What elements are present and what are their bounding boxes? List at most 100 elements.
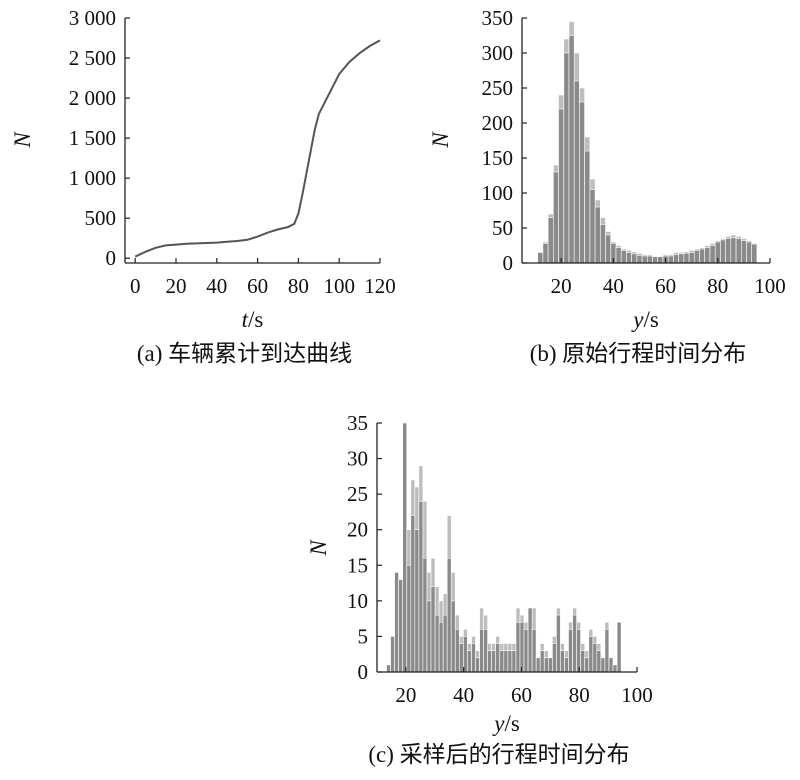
x-tick-label-4: 80 [288,274,309,298]
y-tick-label-2: 100 [482,181,514,205]
y-tick-label-7: 350 [482,6,514,30]
bar-series-1-37 [535,657,541,673]
bar-series-1-47 [576,628,581,673]
bar-series-1-36 [531,628,537,673]
x-axis-label: y/s [631,307,659,332]
y-tick-label-4: 200 [482,111,514,135]
x-tick-label-3: 80 [707,274,728,298]
bar-series-1-16 [450,600,456,673]
bar-series-1-35 [527,607,533,673]
bar-series-1-12 [434,614,440,673]
bar-series-1-41 [751,243,758,264]
bar-series-1-21 [646,255,653,264]
bar-series-1-0 [386,664,391,673]
bar-series-1-52 [596,650,602,673]
bar-series-1-31 [699,248,705,264]
panel-caption: (b) 原始行程时间分布 [530,341,747,366]
bar-series-1-33 [519,621,525,673]
bar-series-1-13 [438,621,444,673]
y-tick-label-0: 0 [358,660,369,684]
bar-series-1-57 [616,621,622,673]
bar-series-1-39 [740,240,747,264]
bar-series-1-54 [604,628,610,673]
bar-series-1-56 [612,664,618,673]
bar-series-1-41 [552,643,557,673]
x-tick-label-5: 100 [323,274,355,298]
panel-b-original-distribution: 0 50 100 150 200 250 300 350 20 40 60 80 100 Ny/s (b) … [428,6,786,366]
bar-series-1-36 [725,238,732,264]
y-tick-label-7: 35 [347,411,368,435]
y-tick-label-0: 0 [106,246,117,270]
bar-series-1-25 [667,255,674,264]
bar-series-1-45 [568,628,573,673]
bar-series-1-7 [573,80,580,264]
bar-series-1-18 [458,643,464,673]
bar-series-1-20 [641,255,648,264]
y-tick-label-0: 0 [503,251,514,275]
bar-series-1-0 [537,252,544,264]
bar-series-1-42 [556,614,561,673]
x-axis-label: t/s [242,307,264,332]
x-tick-label-1: 40 [603,274,624,298]
bar-series-1-32 [515,621,521,673]
bar-series-1-1 [542,243,549,264]
y-tick-label-6: 300 [482,41,514,65]
bar-series-1-40 [547,657,553,673]
bar-series-1-31 [511,650,517,673]
y-tick-label-3: 15 [347,553,368,577]
bar-series-1-26 [491,650,497,673]
bar-series-1-32 [704,247,711,264]
bar-series-1-23 [657,256,664,264]
y-tick-label-1: 500 [85,206,117,230]
bar-series-1-23 [479,628,484,673]
bar-series-1-13 [605,234,611,264]
bar-series-1-27 [495,643,501,673]
bar-series-1-3 [398,579,404,673]
y-tick-label-5: 25 [347,482,368,506]
bar-series-1-39 [543,657,549,673]
x-tick-label-0: 20 [395,683,416,707]
y-tick-label-1: 5 [358,624,369,648]
arrival-curve-line [134,39,381,258]
bar-series-1-11 [430,586,436,673]
y-tick-label-3: 150 [482,146,514,170]
bar-series-1-30 [693,250,700,264]
bar-series-1-17 [626,252,632,264]
bar-series-1-9 [422,557,428,673]
panel-caption: (c) 采样后的行程时间分布 [368,742,629,767]
y-tick-label-4: 20 [347,518,368,542]
bar-series-1-12 [599,224,606,264]
y-tick-label-4: 2 000 [69,86,116,110]
bar-series-1-20 [467,650,472,673]
bar-series-1-29 [688,252,695,264]
bar-series-1-2 [547,217,554,264]
bar-series-1-6 [568,35,575,264]
y-tick-label-5: 250 [482,76,514,100]
bar-series-1-29 [503,650,509,673]
bar-series-1-26 [673,254,679,264]
bar-series-1-15 [446,557,452,673]
bar-series-1-27 [678,253,685,264]
bar-series-1-14 [442,614,448,673]
x-tick-label-2: 60 [511,683,532,707]
x-tick-label-0: 20 [551,274,572,298]
bar-series-1-19 [636,255,643,264]
bar-series-1-16 [620,250,627,264]
bar-series-1-28 [683,252,690,264]
bar-series-1-38 [735,238,742,264]
y-tick-label-2: 10 [347,589,368,613]
bar-series-1-43 [560,650,565,673]
y-axis-label: N [306,539,331,557]
bar-series-1-18 [631,253,638,264]
bar-series-1-10 [426,600,432,673]
x-tick-label-3: 60 [247,274,268,298]
panel-a-cumulative-arrival: 0 500 1 000 1 500 2 000 2 500 3 000 0 20 40 60 80 10… [10,6,396,366]
x-axis-label-variable: t [242,307,249,332]
bar-series-1-6 [410,515,416,673]
x-axis-label-variable: y [492,711,505,736]
x-axis-label-variable: y [631,307,644,332]
bar-series-1-25 [487,650,492,673]
x-tick-label-6: 120 [364,274,396,298]
bar-series-1-46 [572,614,577,673]
